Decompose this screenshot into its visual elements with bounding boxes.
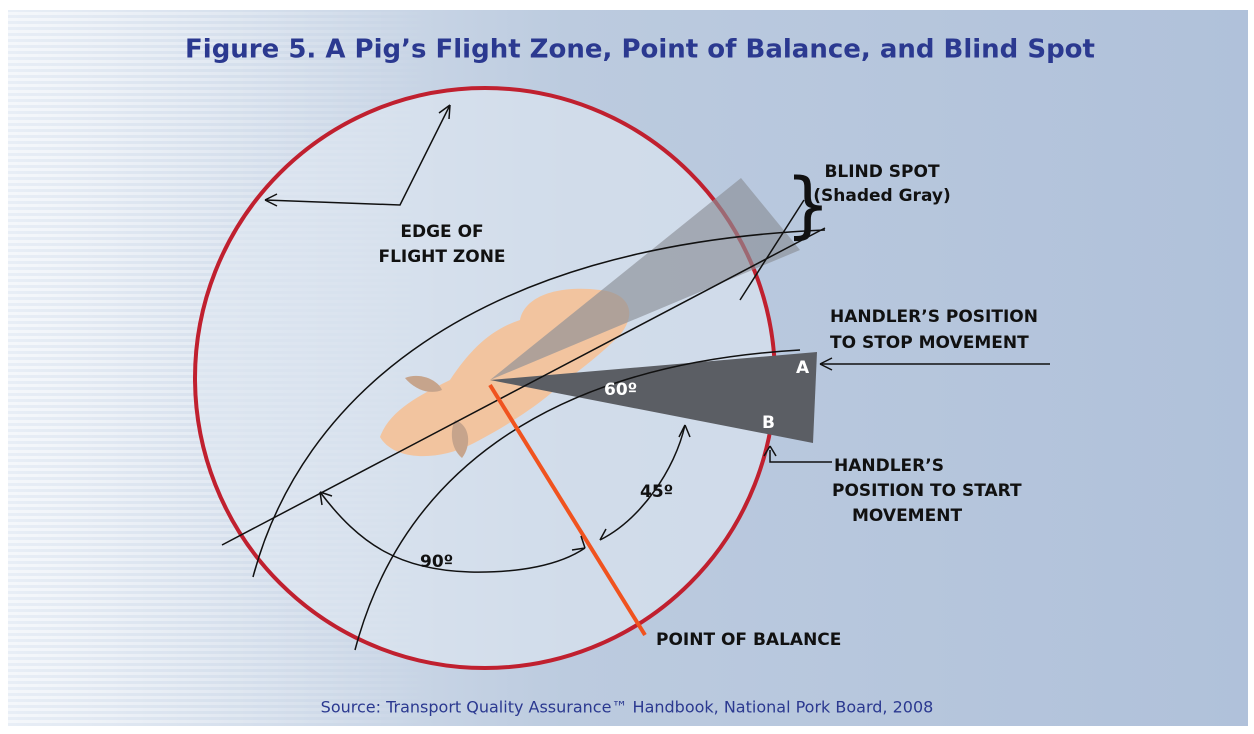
label: (Shaded Gray) — [813, 186, 951, 206]
label: 60º — [604, 380, 637, 400]
label: 90º — [420, 552, 453, 572]
label: POSITION TO START — [832, 481, 1022, 501]
label: HANDLER’S — [834, 456, 944, 476]
label: HANDLER’S POSITION — [830, 307, 1038, 327]
label: POINT OF BALANCE — [656, 630, 841, 650]
source: Source: Transport Quality Assurance™ Han… — [321, 698, 934, 717]
label: B — [762, 413, 775, 433]
label: A — [796, 358, 810, 378]
label: MOVEMENT — [852, 506, 962, 526]
diagram: } Figure 5. A Pig’s Flight Zone, Point o… — [0, 0, 1254, 734]
label: 45º — [640, 482, 673, 502]
label: EDGE OF — [400, 222, 483, 242]
label: FLIGHT ZONE — [378, 247, 505, 267]
label: BLIND SPOT — [824, 162, 940, 182]
label: TO STOP MOVEMENT — [830, 333, 1029, 353]
title: Figure 5. A Pig’s Flight Zone, Point of … — [185, 35, 1095, 65]
